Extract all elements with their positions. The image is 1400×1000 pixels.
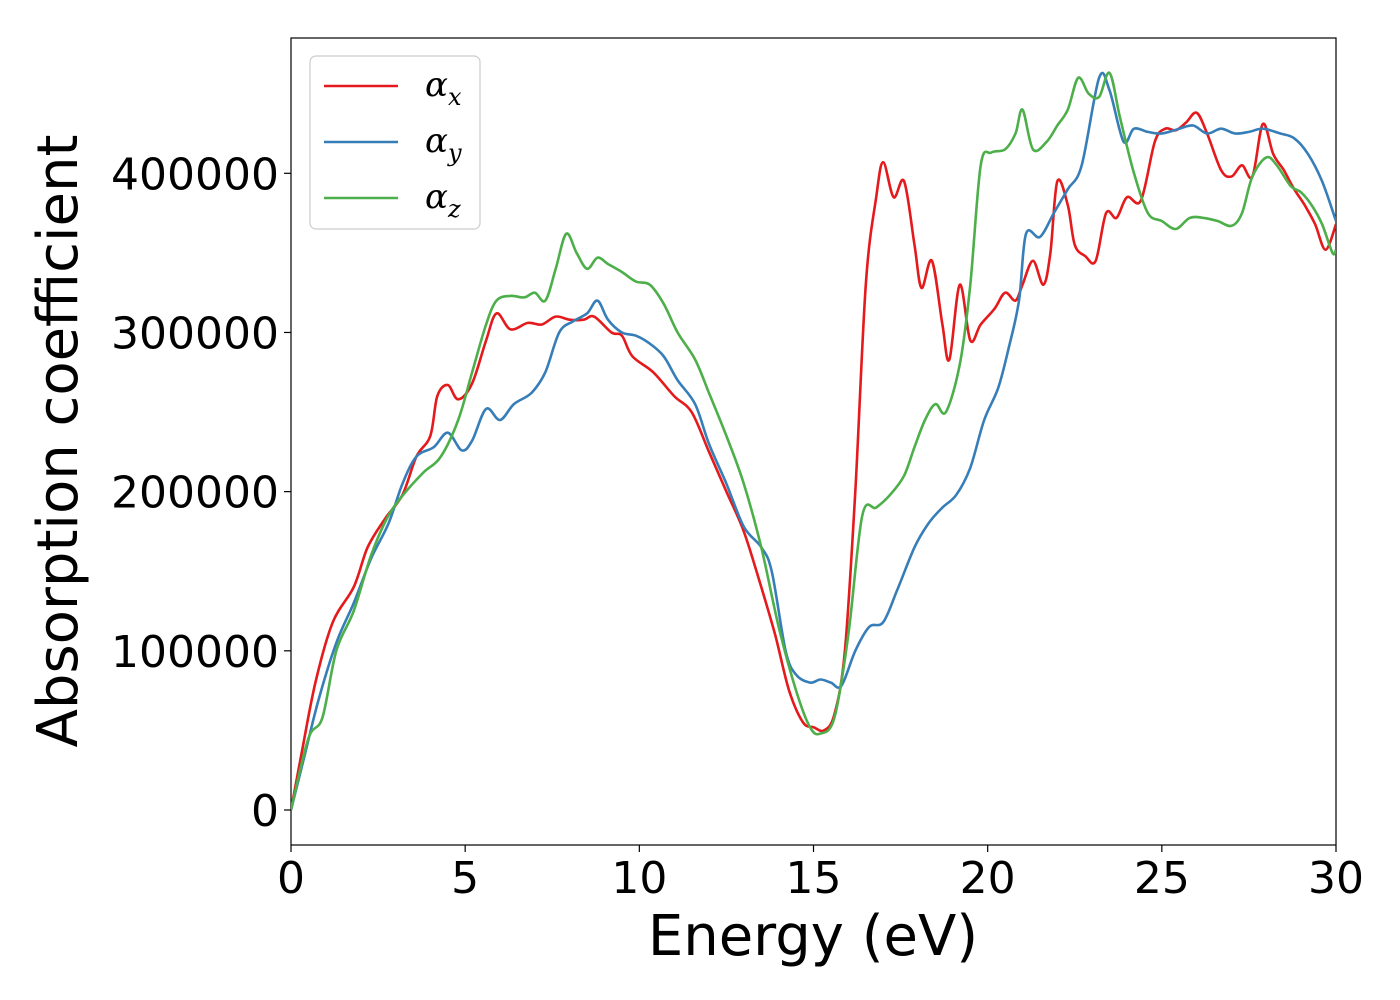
y-tick-label: 200000 — [111, 468, 279, 519]
legend: αx αy αz — [309, 55, 481, 230]
y-axis-label: Absorption coefficient — [26, 135, 91, 748]
x-axis-label: Energy (eV) — [648, 904, 978, 969]
x-tick-label: 0 — [277, 853, 305, 904]
x-tick-label: 30 — [1308, 853, 1364, 904]
x-tick-label: 15 — [786, 853, 842, 904]
y-tick-label: 0 — [251, 786, 279, 837]
legend-label-x: αx — [425, 65, 462, 111]
legend-label-z: αz — [425, 177, 461, 223]
series-layer — [291, 71, 1336, 811]
x-tick-label: 10 — [611, 853, 667, 904]
y-tick-label: 300000 — [111, 308, 279, 359]
series-line-y — [291, 71, 1336, 811]
x-tick-label: 25 — [1134, 853, 1190, 904]
x-tick-label: 20 — [960, 853, 1016, 904]
y-axis-ticks: 0 100000 200000 300000 400000 — [111, 149, 291, 837]
x-axis-ticks: 0 5 10 15 20 25 30 — [277, 845, 1364, 904]
x-tick-label: 5 — [451, 853, 479, 904]
y-tick-label: 400000 — [111, 149, 279, 200]
series-line-z — [291, 71, 1336, 811]
y-tick-label: 100000 — [111, 627, 279, 678]
legend-label-y: αy — [425, 121, 462, 167]
